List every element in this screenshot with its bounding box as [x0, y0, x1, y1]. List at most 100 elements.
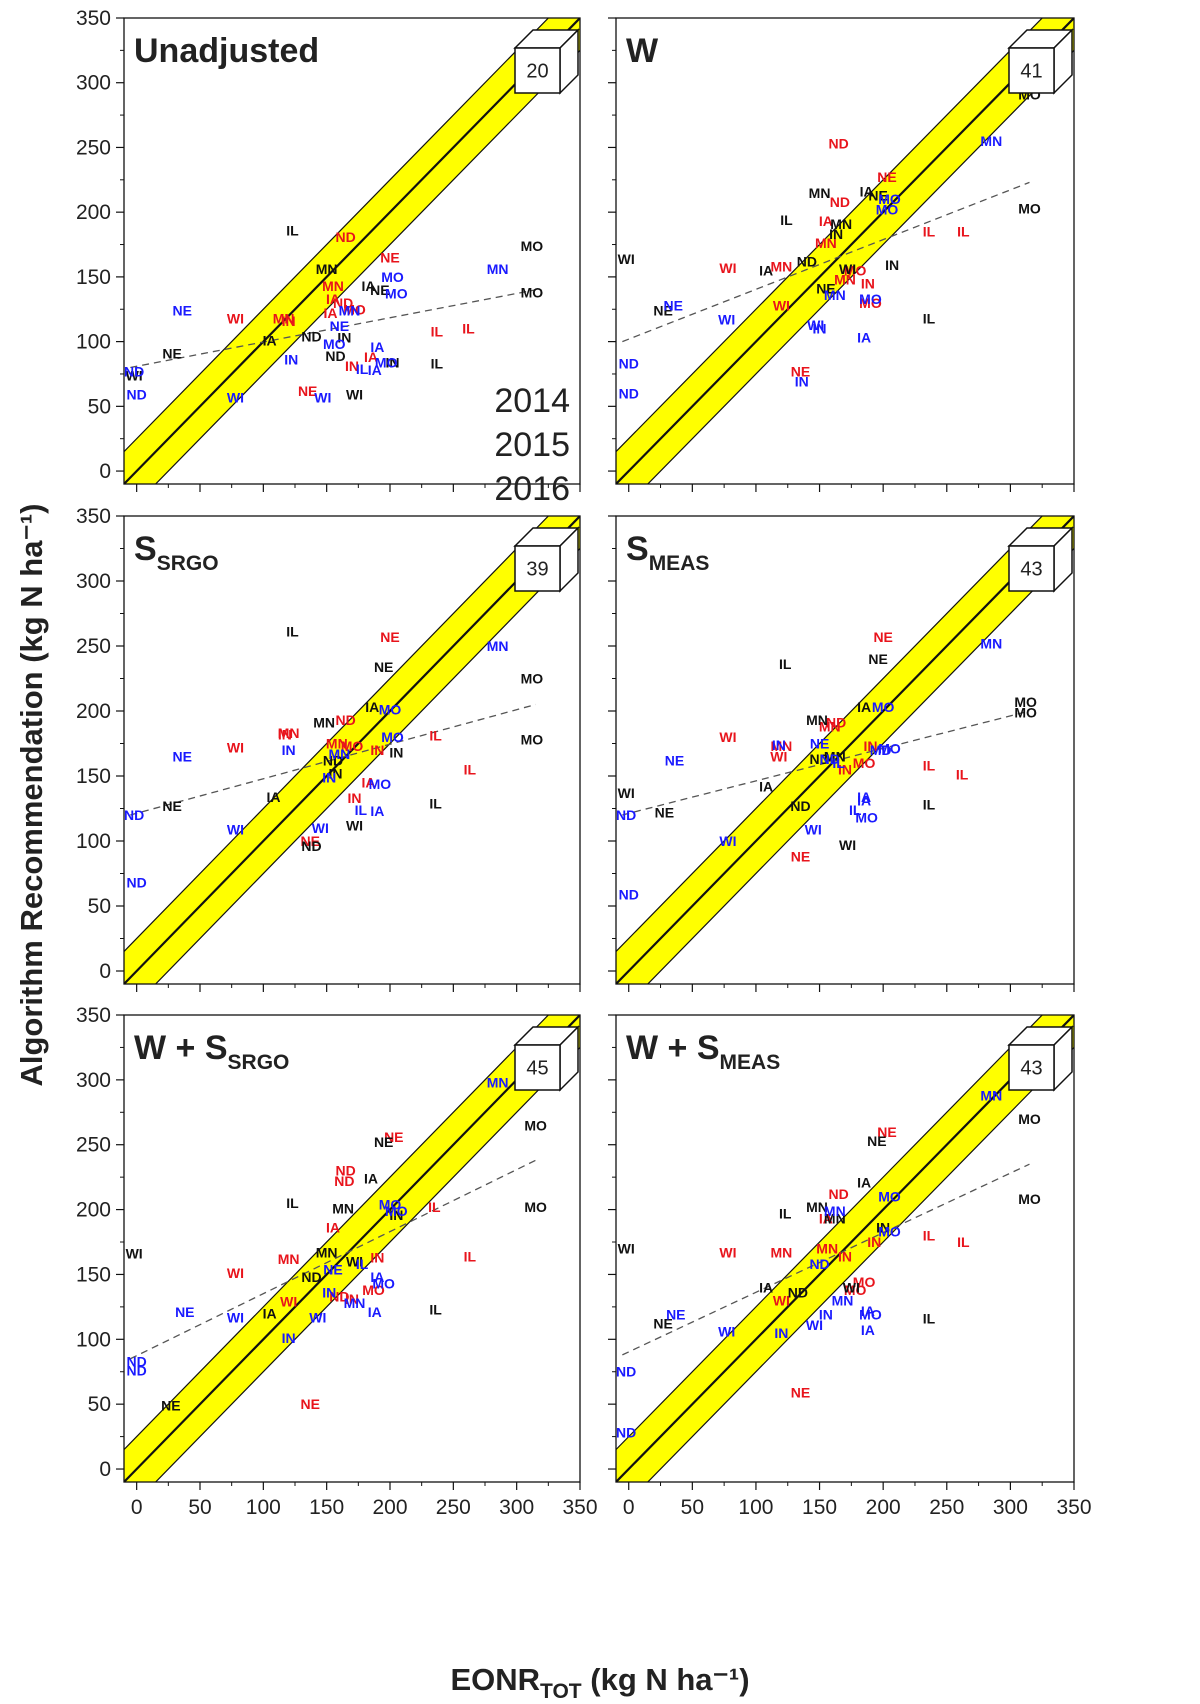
data-point-mo: MO — [323, 336, 346, 352]
data-point-wi: WI — [227, 1265, 244, 1281]
data-point-nd: ND — [619, 886, 639, 902]
x-axis-label-tail: (kg N ha⁻¹) — [582, 1662, 750, 1697]
data-point-ia: IA — [263, 332, 277, 348]
count-badge-value: 41 — [1020, 61, 1042, 83]
y-tick-label: 350 — [76, 7, 111, 30]
data-point-mn: MN — [487, 261, 509, 277]
data-point-wi: WI — [773, 1292, 790, 1308]
count-badge: 45 — [513, 1025, 580, 1092]
data-point-il: IL — [286, 222, 299, 238]
data-point-ne: NE — [810, 736, 829, 752]
data-point-wi: WI — [719, 260, 736, 276]
data-point-wi: WI — [227, 389, 244, 405]
data-point-il: IL — [464, 1248, 477, 1264]
data-point-il: IL — [923, 758, 936, 774]
data-point-mn: MN — [824, 1211, 846, 1227]
data-point-ia: IA — [759, 778, 773, 794]
data-point-mo: MO — [521, 732, 544, 748]
x-tick-label: 150 — [309, 1496, 344, 1519]
data-point-il: IL — [923, 224, 936, 240]
y-tick-label: 300 — [76, 1069, 111, 1092]
y-tick-label: 0 — [99, 460, 111, 483]
data-point-ne: NE — [300, 833, 319, 849]
data-point-ia: IA — [364, 349, 378, 365]
y-tick-label: 250 — [76, 136, 111, 159]
data-point-il: IL — [923, 310, 936, 326]
data-point-ne: NE — [173, 303, 192, 319]
data-point-mo: MO — [385, 1203, 408, 1219]
data-point-ne: NE — [791, 1384, 810, 1400]
data-point-il: IL — [464, 762, 477, 778]
data-point-mo: MO — [1014, 704, 1037, 720]
data-point-ne: NE — [298, 383, 317, 399]
data-point-in: IN — [282, 742, 296, 758]
data-point-ia: IA — [361, 775, 375, 791]
band-upper-edge — [124, 18, 550, 453]
data-point-nd: ND — [830, 194, 850, 210]
data-point-mn: MN — [834, 271, 856, 287]
data-point-ia: IA — [857, 1174, 871, 1190]
data-point-nd: ND — [127, 1353, 147, 1369]
data-point-ia: IA — [370, 339, 384, 355]
data-point-ne: NE — [380, 629, 399, 645]
y-tick-label: 0 — [99, 1458, 111, 1481]
data-point-in: IN — [819, 1307, 833, 1323]
panel-title: Unadjusted — [134, 32, 319, 70]
data-point-mn: MN — [806, 1199, 828, 1215]
data-point-ne: NE — [162, 345, 181, 361]
data-point-wi: WI — [346, 817, 363, 833]
data-point-mo: MO — [343, 301, 366, 317]
year-legend: 2014 2015 2016 — [494, 382, 570, 508]
data-point-il: IL — [462, 321, 475, 337]
data-point-mn: MN — [819, 719, 841, 735]
data-point-mo: MO — [876, 202, 899, 218]
regression-line — [130, 703, 536, 816]
data-point-ne: NE — [173, 749, 192, 765]
count-badge: 39 — [513, 526, 580, 593]
y-tick-label: 150 — [76, 1263, 111, 1286]
x-axis-label: EONRTOT (kg N ha⁻¹) — [450, 1662, 749, 1703]
data-point-mo: MO — [853, 1274, 876, 1290]
plot-frame — [615, 1014, 1075, 1483]
data-point-nd: ND — [619, 356, 639, 372]
data-point-wi: WI — [718, 1324, 735, 1340]
data-point-mn: MN — [278, 1251, 300, 1267]
data-point-ia: IA — [861, 1322, 875, 1338]
data-point-mn: MN — [487, 638, 509, 654]
data-point-ne: NE — [161, 1397, 180, 1413]
data-point-nd: ND — [797, 253, 817, 269]
y-tick-label: 150 — [76, 765, 111, 788]
data-point-mn: MN — [980, 1087, 1002, 1103]
data-point-ia: IA — [266, 789, 280, 805]
data-point-mn: MN — [487, 1074, 509, 1090]
data-point-ne: NE — [873, 629, 892, 645]
year-legend-2015: 2015 — [494, 426, 570, 464]
data-point-il: IL — [849, 802, 862, 818]
data-point-mo: MO — [859, 295, 882, 311]
data-point-nd: ND — [820, 751, 840, 767]
data-point-ia: IA — [326, 291, 340, 307]
panel-title: W + SMEAS — [626, 1029, 780, 1074]
x-tick-label: 300 — [993, 1496, 1028, 1519]
data-point-ia: IA — [759, 262, 773, 278]
count-badge: 43 — [1007, 526, 1074, 593]
data-point-il: IL — [923, 1228, 936, 1244]
data-point-wi: WI — [227, 310, 244, 326]
y-axis-label: Algorithm Recommendation (kg N ha⁻¹) — [14, 504, 49, 1087]
data-point-nd: ND — [619, 385, 639, 401]
data-point-ia: IA — [364, 1170, 378, 1186]
data-point-wi: WI — [718, 312, 735, 328]
data-point-nd: ND — [336, 1163, 356, 1179]
data-point-ne: NE — [664, 297, 683, 313]
data-point-ne: NE — [867, 1133, 886, 1149]
data-point-ia: IA — [857, 793, 871, 809]
data-point-wi: WI — [839, 837, 856, 853]
data-point-ne: NE — [816, 281, 835, 297]
data-point-mn: MN — [332, 1200, 354, 1216]
data-point-nd: ND — [124, 807, 144, 823]
data-point-ia: IA — [819, 1211, 833, 1227]
data-point-in: IN — [876, 1220, 890, 1236]
data-point-il: IL — [429, 728, 442, 744]
y-tick-label: 100 — [76, 830, 111, 853]
